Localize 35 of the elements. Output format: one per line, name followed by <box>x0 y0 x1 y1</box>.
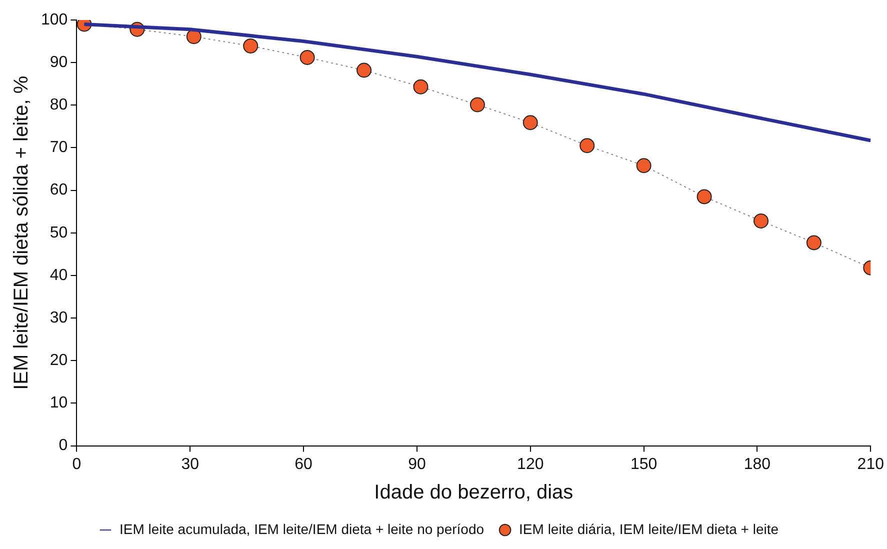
y-tick-label: 50 <box>50 224 68 242</box>
point <box>580 138 595 154</box>
legend-label: IEM leite diária, IEM leite/IEM dieta + leite <box>519 520 779 537</box>
point <box>522 115 538 130</box>
legend-label: IEM leite acumulada, IEM leite/IEM dieta + leite no período <box>119 520 484 537</box>
x-tick-label: 150 <box>630 456 658 473</box>
y-tick-label: 10 <box>50 394 68 412</box>
y-tick-label: 100 <box>40 11 68 28</box>
y-tick-label: 60 <box>50 182 68 199</box>
x-axis-title: Idade do bezerro, dias <box>374 482 574 504</box>
x-tick-label: 0 <box>72 456 82 473</box>
y-tick-label: 0 <box>58 437 68 454</box>
y-tick-label: 80 <box>50 96 68 114</box>
x-tick-label: 180 <box>744 456 771 473</box>
point <box>243 38 258 54</box>
x-tick-label: 30 <box>181 456 200 473</box>
y-tick-label: 70 <box>50 139 68 156</box>
x-tick-label: 60 <box>294 456 313 473</box>
point <box>356 62 372 78</box>
y-tick-label: 90 <box>50 54 68 71</box>
x-tick-label: 120 <box>517 456 544 473</box>
point <box>470 97 485 112</box>
x-tick-label: 210 <box>857 456 884 473</box>
point <box>806 235 822 250</box>
y-tick-label: 20 <box>50 352 68 370</box>
point <box>300 50 315 65</box>
y-axis-title: IEM leite/IEM dieta sólida + leite, % <box>10 76 33 390</box>
point <box>413 79 428 94</box>
y-tick-label: 30 <box>50 309 68 326</box>
point <box>186 29 202 44</box>
x-tick-label: 90 <box>408 456 426 473</box>
point <box>636 158 652 174</box>
y-tick-label: 40 <box>50 266 68 284</box>
point <box>754 213 769 228</box>
point <box>696 189 712 204</box>
